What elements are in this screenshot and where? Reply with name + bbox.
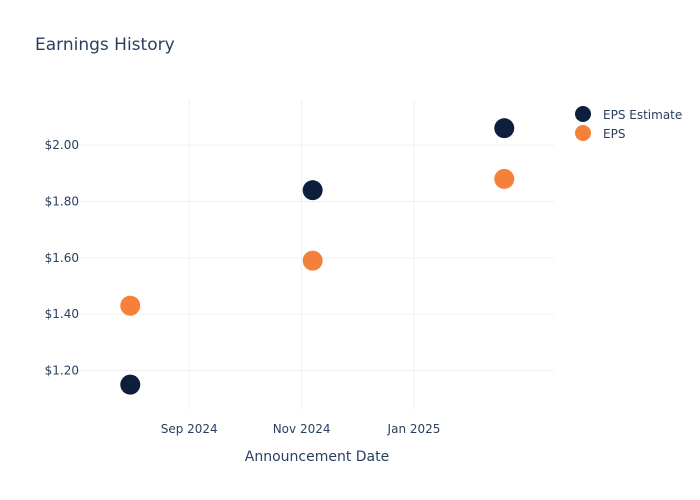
y-tick-label: $1.20 <box>45 364 79 378</box>
eps-point[interactable] <box>494 168 515 189</box>
eps-estimate-point[interactable] <box>302 180 323 201</box>
legend-marker-eps-estimate <box>575 106 591 122</box>
x-axis-title: Announcement Date <box>245 449 389 465</box>
legend-label-eps-estimate: EPS Estimate <box>603 108 682 122</box>
chart-title: Earnings History <box>35 35 175 55</box>
y-tick-label: $1.40 <box>45 307 79 321</box>
y-tick-label: $1.80 <box>45 194 79 208</box>
legend-marker-eps <box>575 125 591 141</box>
y-tick-label: $2.00 <box>45 138 79 152</box>
eps-point[interactable] <box>302 250 323 271</box>
legend-item-eps-estimate[interactable]: EPS Estimate <box>575 106 682 122</box>
eps-estimate-point[interactable] <box>120 374 141 395</box>
x-tick-label: Sep 2024 <box>161 422 218 436</box>
x-tick-label: Jan 2025 <box>387 422 441 436</box>
eps-estimate-point[interactable] <box>494 118 515 139</box>
legend-label-eps: EPS <box>603 127 625 141</box>
x-tick-label: Nov 2024 <box>273 422 331 436</box>
data-points <box>120 118 515 395</box>
x-axis-ticks: Sep 2024 Nov 2024 Jan 2025 <box>161 422 441 436</box>
y-axis-ticks: $1.20 $1.40 $1.60 $1.80 $2.00 <box>45 138 79 377</box>
legend: EPS Estimate EPS <box>575 106 682 141</box>
eps-point[interactable] <box>120 295 141 316</box>
y-tick-label: $1.60 <box>45 251 79 265</box>
legend-item-eps[interactable]: EPS <box>575 125 625 141</box>
